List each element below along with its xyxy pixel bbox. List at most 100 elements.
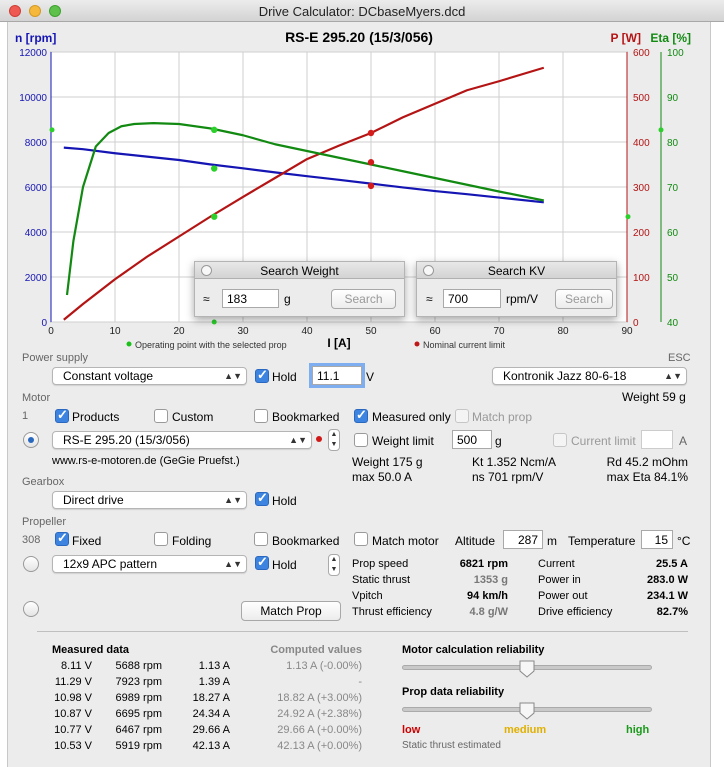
x-tick-label: 10: [109, 326, 121, 337]
measured-rpm: 7923 rpm: [115, 676, 162, 688]
prop-radio[interactable]: [23, 556, 39, 572]
n-tick-label: 2000: [25, 273, 48, 284]
motor-bookmarked-checkbox[interactable]: [254, 409, 268, 423]
prop-hold-label: Hold: [272, 558, 297, 572]
close-window-button[interactable]: [9, 5, 21, 17]
measured-voltage: 10.77 V: [54, 724, 92, 736]
reliability-low-label: low: [402, 724, 421, 736]
temperature-label: Temperature: [568, 534, 636, 548]
power-mode-select[interactable]: Constant voltage ▲▼: [52, 367, 247, 385]
gearbox-hold-checkbox[interactable]: [255, 490, 269, 506]
propeller-section: Propeller: [22, 516, 67, 528]
minimize-window-button[interactable]: [29, 5, 41, 17]
power-hold-label: Hold: [272, 370, 297, 384]
reliability-note: Static thrust estimated: [402, 740, 501, 751]
power-hold-checkbox[interactable]: [255, 367, 269, 383]
motor-custom-checkbox[interactable]: [154, 409, 168, 423]
x-tick-label: 80: [557, 326, 569, 337]
power-out-value: 234.1 W: [647, 590, 688, 602]
motor-max-eta: max Eta 84.1%: [606, 470, 688, 484]
prop-select[interactable]: 12x9 APC pattern ▲▼: [52, 555, 247, 573]
weight-limit-input[interactable]: 500: [452, 430, 492, 449]
search-kv-dialog: Search KV ≈ 700 rpm/V Search: [416, 261, 617, 317]
current-label: Current: [538, 558, 575, 570]
x-tick-label: 70: [493, 326, 505, 337]
search-kv-close-icon[interactable]: [423, 265, 434, 276]
x-axis-label: I [A]: [327, 336, 350, 350]
prop-stepper[interactable]: ▲ ▼: [328, 554, 340, 576]
eta-tick-label: 100: [667, 48, 684, 59]
motor-bookmarked-label: Bookmarked: [272, 410, 340, 424]
search-weight-dialog: Search Weight ≈ 183 g Search: [194, 261, 405, 317]
p-tick-label: 200: [633, 228, 650, 239]
search-weight-input[interactable]: 183: [222, 289, 279, 308]
search-kv-title: Search KV: [417, 262, 616, 279]
computed-current: 29.66 A (+0.00%): [277, 724, 362, 736]
motor-radio[interactable]: [23, 432, 39, 448]
select-arrows-icon: ▲▼: [664, 371, 682, 381]
measured-voltage: 10.53 V: [54, 740, 92, 752]
prop-speed-label: Prop speed: [352, 558, 409, 570]
legend-op-label: Operating point with the selected prop: [135, 340, 287, 350]
current-limit-input[interactable]: [641, 430, 673, 449]
n-tick-label: 4000: [25, 228, 48, 239]
altitude-label: Altitude: [455, 534, 496, 548]
match-prop-checkbox[interactable]: [455, 409, 469, 423]
current-value: 25.5 A: [655, 558, 688, 570]
altitude-input[interactable]: 287: [503, 530, 543, 549]
static-thrust-value: 1353 g: [473, 574, 508, 586]
measured-only-checkbox[interactable]: [354, 407, 368, 423]
measured-rpm: 5688 rpm: [115, 660, 162, 672]
motor-count: 1: [22, 410, 29, 422]
prop-hold-checkbox[interactable]: [255, 554, 269, 570]
motor-weight: Weight 175 g: [352, 455, 423, 469]
esc-select[interactable]: Kontronik Jazz 80-6-18 ▲▼: [492, 367, 687, 385]
p-tick-label: 400: [633, 138, 650, 149]
power-in-value: 283.0 W: [647, 574, 688, 586]
measured-rpm: 5919 rpm: [115, 740, 162, 752]
eta-tick-label: 60: [667, 228, 679, 239]
match-prop-button[interactable]: Match Prop: [241, 601, 341, 621]
thrust-eff-label: Thrust efficiency: [352, 606, 432, 618]
n-tick-label: 12000: [19, 48, 47, 59]
measured-rpm: 6989 rpm: [115, 692, 162, 704]
prop-reliability-knob[interactable]: [519, 702, 535, 720]
propeller-count: 308: [22, 534, 41, 546]
prop-folding-label: Folding: [172, 534, 212, 548]
zoom-window-button[interactable]: [49, 5, 61, 17]
nominal-point-n: [367, 182, 375, 190]
x-tick-label: 60: [429, 326, 441, 337]
prop-folding-checkbox[interactable]: [154, 532, 168, 546]
prop-bookmarked-checkbox[interactable]: [254, 532, 268, 546]
power-supply-section: Power supply: [22, 352, 89, 364]
motor-select[interactable]: RS-E 295.20 (15/3/056) ▲▼: [52, 431, 312, 449]
gearbox-select[interactable]: Direct drive ▲▼: [52, 491, 247, 509]
search-kv-button[interactable]: Search: [555, 289, 613, 309]
altitude-unit: m: [547, 534, 557, 548]
search-weight-close-icon[interactable]: [201, 265, 212, 276]
motor-reliability-knob[interactable]: [519, 660, 535, 678]
weight-limit-checkbox[interactable]: [354, 433, 368, 447]
voltage-input[interactable]: 11.1: [312, 366, 362, 385]
select-arrows-icon: ▲▼: [224, 371, 242, 381]
legend-op-dot: [126, 341, 132, 347]
prop-radio-2[interactable]: [23, 601, 39, 617]
voltage-unit: V: [366, 370, 375, 384]
match-motor-checkbox[interactable]: [354, 532, 368, 546]
measured-voltage: 8.11 V: [61, 660, 92, 672]
p-series-line: [63, 66, 545, 321]
gearbox-value: Direct drive: [63, 493, 124, 507]
operating-point-eta: [211, 126, 218, 134]
prop-fixed-checkbox[interactable]: [55, 530, 69, 546]
motor-products-checkbox[interactable]: [55, 407, 69, 423]
motor-stepper[interactable]: ▲ ▼: [328, 429, 340, 451]
search-kv-unit: rpm/V: [506, 292, 539, 306]
computed-current: 24.92 A (+2.38%): [277, 708, 362, 720]
power-in-label: Power in: [538, 574, 581, 586]
measured-current: 24.34 A: [192, 708, 230, 720]
search-weight-button[interactable]: Search: [331, 289, 396, 309]
search-kv-input[interactable]: 700: [443, 289, 501, 308]
measured-current: 29.66 A: [192, 724, 230, 736]
current-limit-checkbox[interactable]: [553, 433, 567, 447]
temperature-input[interactable]: 15: [641, 530, 673, 549]
